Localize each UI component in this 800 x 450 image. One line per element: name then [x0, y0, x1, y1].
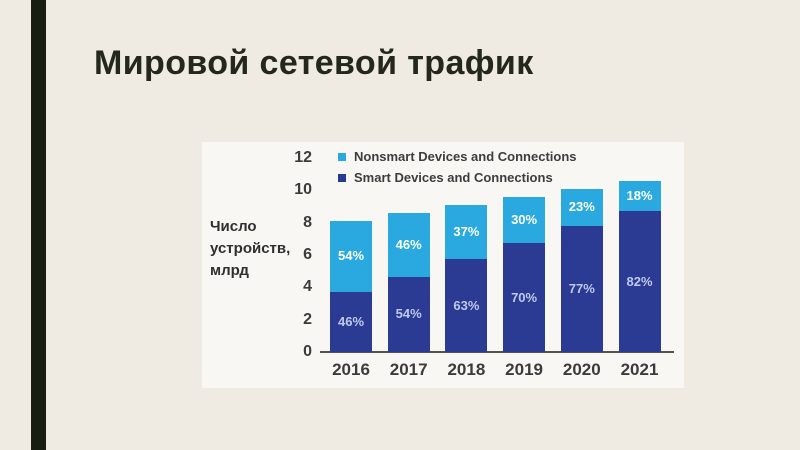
- bar-label-nonsmart: 37%: [453, 224, 480, 240]
- x-tick-label: 2018: [447, 360, 486, 379]
- bar-segment-smart: [618, 211, 661, 352]
- slide-title: Мировой сетевой трафик: [94, 44, 534, 82]
- bar-label-smart: 54%: [395, 306, 422, 322]
- legend-label: Smart Devices and Connections: [354, 170, 553, 185]
- y-tick-label: 0: [303, 343, 312, 360]
- x-tick-label: 2020: [562, 360, 601, 379]
- chart-legend: Nonsmart Devices and Connections Smart De…: [338, 146, 577, 188]
- x-tick-label: 2021: [620, 360, 659, 379]
- bar-segment-smart: [560, 226, 603, 352]
- bar-segment-nonsmart: [560, 188, 603, 227]
- y-tick-label: 2: [303, 310, 312, 328]
- legend-swatch-icon: [338, 173, 346, 182]
- legend-swatch-icon: [338, 152, 346, 161]
- bar-segment-nonsmart: [618, 180, 661, 212]
- y-tick-label: 12: [294, 149, 312, 166]
- bar-label-nonsmart: 23%: [568, 199, 595, 215]
- y-tick-label: 8: [303, 213, 312, 231]
- x-tick-label: 2017: [389, 360, 428, 379]
- bar-segment-nonsmart: [330, 221, 372, 292]
- bar-segment-nonsmart: [503, 196, 546, 244]
- x-tick-label: 2019: [505, 360, 543, 379]
- y-tick-label: 6: [303, 246, 312, 263]
- left-accent-bar: [31, 0, 46, 450]
- chart-panel: Число устройств, млрд Nonsmart Devices a…: [202, 142, 684, 388]
- bar-segment-smart: [445, 259, 488, 352]
- bar-label-smart: 82%: [626, 273, 653, 289]
- bar-label-smart: 70%: [511, 289, 538, 305]
- bar-label-nonsmart: 18%: [626, 188, 653, 204]
- bar-segment-smart: [503, 243, 546, 352]
- x-axis-line: [320, 351, 674, 353]
- bar-label-nonsmart: 46%: [395, 236, 422, 252]
- bar-label-smart: 46%: [337, 313, 365, 329]
- bar-segment-smart: [387, 276, 430, 352]
- bar-label-nonsmart: 30%: [511, 212, 538, 228]
- x-tick-label: 2016: [332, 360, 370, 379]
- legend-item: Nonsmart Devices and Connections: [338, 146, 577, 167]
- bar-label-smart: 63%: [453, 297, 480, 313]
- bar-label-nonsmart: 54%: [337, 248, 365, 264]
- y-tick-label: 10: [294, 181, 312, 199]
- y-axis-unit-label: Число устройств, млрд: [210, 218, 291, 279]
- bar-segment-nonsmart: [445, 204, 488, 260]
- y-tick-label: 4: [303, 278, 312, 296]
- bar-segment-nonsmart: [387, 212, 430, 277]
- bar-label-smart: 77%: [568, 281, 595, 297]
- legend-item: Smart Devices and Connections: [338, 167, 577, 188]
- bar-segment-smart: [330, 291, 372, 352]
- plot-area: 0 2 4 6 8 10 12 46% 54% 2016 54% 46% 2017 63% 37% 2018 7…: [202, 142, 684, 388]
- legend-label: Nonsmart Devices and Connections: [354, 149, 577, 164]
